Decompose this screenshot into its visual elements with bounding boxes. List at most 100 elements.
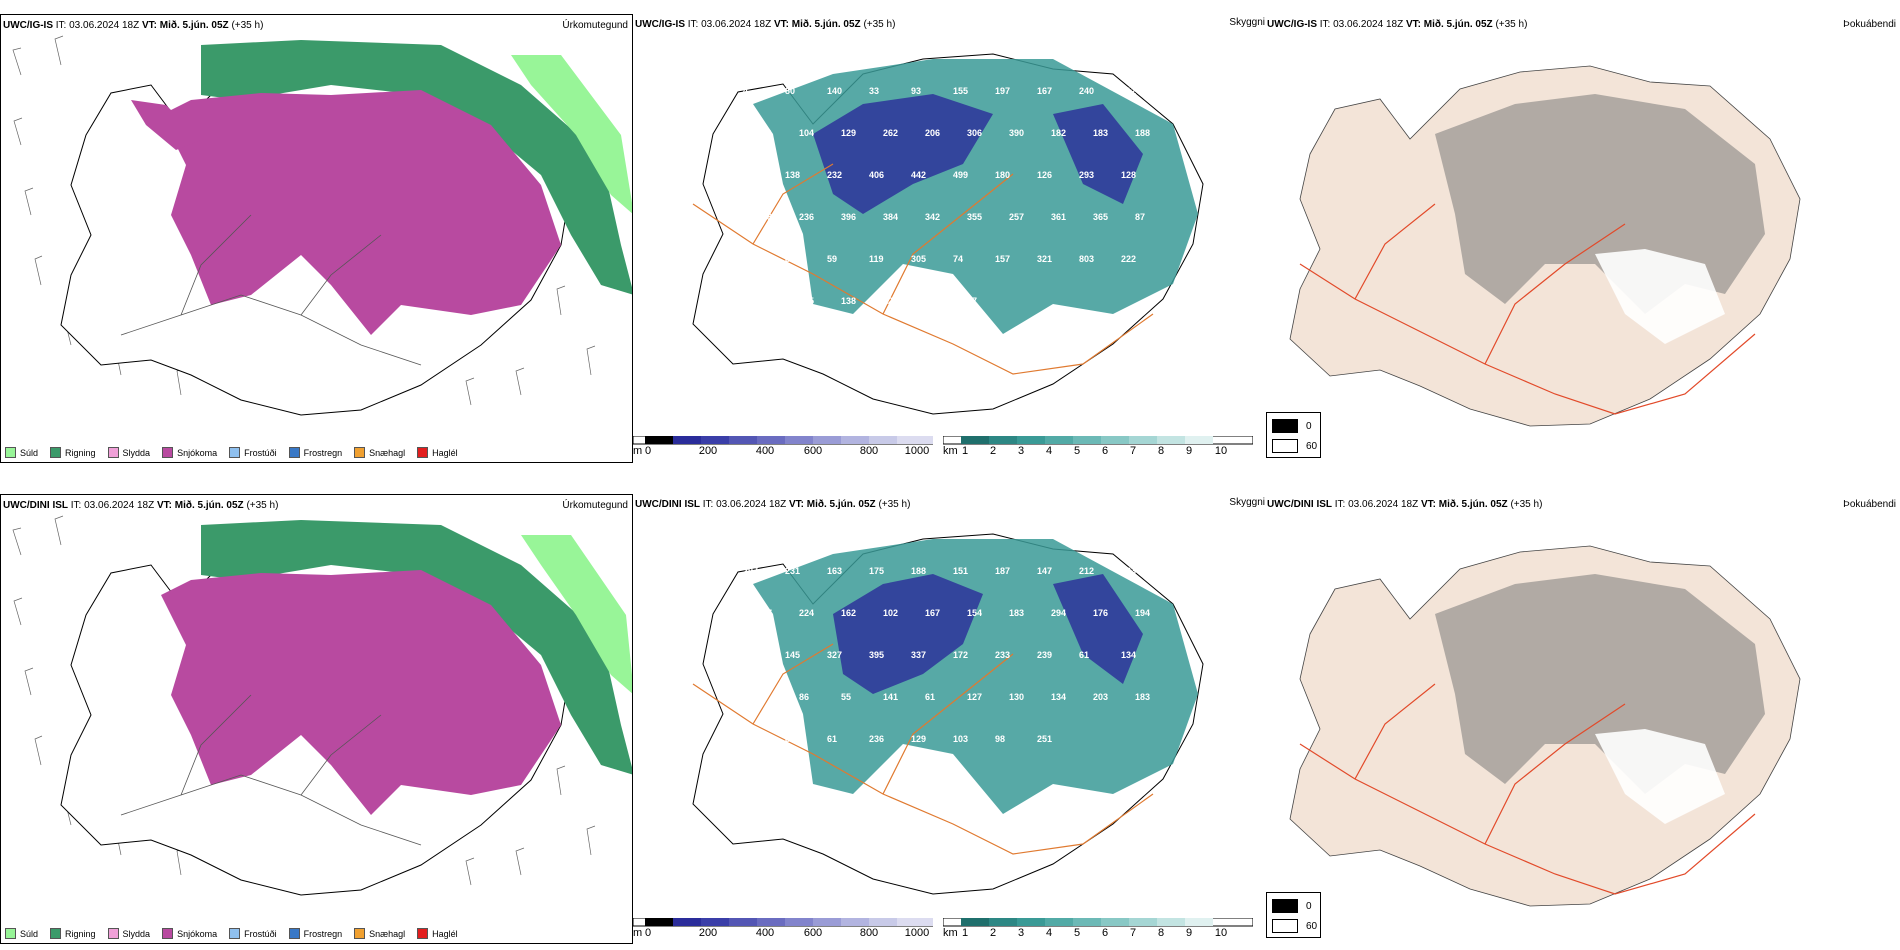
height-tick: 800	[859, 927, 879, 939]
cloud-height-label: 187	[995, 566, 1010, 576]
vis-tick: 6	[1101, 445, 1109, 457]
cloud-height-label: 4	[743, 86, 748, 96]
height-tick: 200	[698, 927, 718, 939]
panel-title: Úrkomutegund	[562, 20, 628, 31]
cloud-height-label: 208	[757, 212, 772, 222]
cloud-height-label: 203	[1093, 692, 1108, 702]
vis-tick: 2	[989, 927, 997, 939]
road-network	[692, 643, 1154, 855]
cloud-height-label: 130	[1009, 692, 1024, 702]
cloud-height-label: 87	[1135, 212, 1145, 222]
cloud-height-label: 233	[995, 650, 1010, 660]
panel-title: Þokuábendi	[1843, 19, 1896, 30]
cloud-height-label: 138	[841, 296, 856, 306]
cloud-height-label: 128	[1121, 170, 1136, 180]
cloud-height-label: 127	[967, 692, 982, 702]
cloud-height-label: 183	[1093, 128, 1108, 138]
vis-tick: 4	[1045, 445, 1053, 457]
legend-item-slydda: Slydda	[107, 447, 150, 458]
vis-tick: 3	[1017, 445, 1025, 457]
legend-item-snjokoma: Snjókoma	[162, 447, 217, 458]
height-unit: m	[633, 927, 643, 939]
cloud-height-label: 167	[925, 608, 940, 618]
cloud-height-label: 395	[869, 650, 884, 660]
drizzle-area	[521, 535, 632, 694]
fog-low-area	[1595, 249, 1725, 344]
cloud-height-label: 89	[785, 254, 795, 264]
cloud-height-label: 155	[953, 86, 968, 96]
cloud-height-label: 239	[1037, 650, 1052, 660]
cloud-height-label: 176	[1093, 608, 1108, 618]
legend-item-frostudi: Frostúði	[229, 447, 277, 458]
cloud-height-label: 104	[799, 128, 814, 138]
cloud-height-label: 115	[925, 296, 940, 306]
cloud-height-label: 103	[953, 734, 968, 744]
cloud-height-label: 151	[953, 566, 968, 576]
legend-item-snaehagl: Snæhagl	[354, 928, 405, 939]
fog-index-key-2: 0 60	[1266, 892, 1321, 938]
cloud-height-label: 172	[953, 650, 968, 660]
fog-index-key-1: 0 60	[1266, 412, 1321, 458]
cloud-height-label: 92	[743, 254, 753, 264]
snow-area-nw	[131, 100, 201, 150]
precip-type-panel-1: UWC/IG-IS IT: 03.06.2024 18Z VT: Mið. 5.…	[0, 14, 633, 463]
height-tick: 0	[644, 445, 652, 457]
vis-tick: 7	[1129, 445, 1137, 457]
cloud-height-label: 442	[911, 170, 926, 180]
fog-key-min: 0	[1306, 420, 1312, 432]
panel-title: Úrkomutegund	[562, 500, 628, 511]
precip-map	[12, 35, 632, 416]
cloud-height-label: 355	[967, 212, 982, 222]
cloud-height-label: 119	[869, 254, 884, 264]
cloud-height-label: 282	[743, 734, 758, 744]
cloud-height-label: 154	[967, 608, 982, 618]
precip-type-panel-2: UWC/DINI ISL IT: 03.06.2024 18Z VT: Mið.…	[0, 494, 633, 944]
cloud-height-label: 180	[995, 170, 1010, 180]
height-colorbar: m 0 200 400 600 800 1000	[633, 435, 934, 458]
cloud-height-label: 206	[925, 128, 940, 138]
cloud-height-label: 84	[757, 296, 767, 306]
legend-item-slydda: Slydda	[107, 928, 150, 939]
cloud-top-area	[813, 94, 1143, 214]
cloud-height-label: 124	[883, 296, 898, 306]
cloud-height-label: 365	[1093, 212, 1108, 222]
visibility-colorbar: km 1 2 3 4 5 6 7 8 9 10	[942, 435, 1254, 458]
cloud-height-label: 167	[1037, 86, 1052, 96]
cloud-height-label: 77	[967, 296, 977, 306]
cloud-height-label: 197	[995, 86, 1010, 96]
vis-tick: 2	[989, 445, 997, 457]
vis-tick: 5	[1073, 445, 1081, 457]
vis-tick: 4	[1045, 927, 1053, 939]
fog-panel-1: UWC/IG-IS IT: 03.06.2024 18Z VT: Mið. 5.…	[1265, 14, 1900, 463]
cloud-height-label: 287	[757, 608, 772, 618]
cloud-height-label: 342	[925, 212, 940, 222]
visibility-unit: km	[943, 927, 958, 939]
cloud-height-label: 222	[1121, 254, 1136, 264]
vis-tick: 1	[961, 445, 969, 457]
legend-item-haglel: Haglél	[417, 447, 458, 458]
height-colorbar: m 0 200 400 600 800 1000	[633, 917, 934, 940]
height-unit: m	[633, 445, 643, 457]
cloud-labels: 4 80 140 33 93 155 197 167 240 212 110 104 129 262 206…	[743, 86, 1150, 306]
cloud-height-label: 126	[1037, 170, 1052, 180]
cloud-height-label: 262	[883, 128, 898, 138]
cloud-height-label: 93	[911, 86, 921, 96]
drizzle-area	[511, 55, 632, 214]
cloud-height-label: 103	[743, 170, 758, 180]
height-tick: 1000	[904, 445, 930, 457]
road-network	[1299, 683, 1756, 895]
vis-tick: 3	[1017, 927, 1025, 939]
panel-title: Þokuábendi	[1843, 499, 1896, 510]
cloud-height-label: 61	[1079, 650, 1089, 660]
cloud-height-label: 188	[1135, 128, 1150, 138]
cloud-panel-1: UWC/IG-IS IT: 03.06.2024 18Z VT: Mið. 5.…	[633, 14, 1265, 463]
fog-key-max: 60	[1306, 440, 1318, 452]
vis-tick: 8	[1157, 927, 1165, 939]
cloud-height-label: 231	[785, 566, 800, 576]
cloud-height-label: 80	[785, 86, 795, 96]
fog-panel-2: UWC/DINI ISL IT: 03.06.2024 18Z VT: Mið.…	[1265, 494, 1900, 944]
cloud-height-label: 59	[827, 254, 837, 264]
rain-area	[201, 520, 632, 775]
height-tick: 400	[755, 927, 775, 939]
fog-key-min: 0	[1306, 900, 1312, 912]
